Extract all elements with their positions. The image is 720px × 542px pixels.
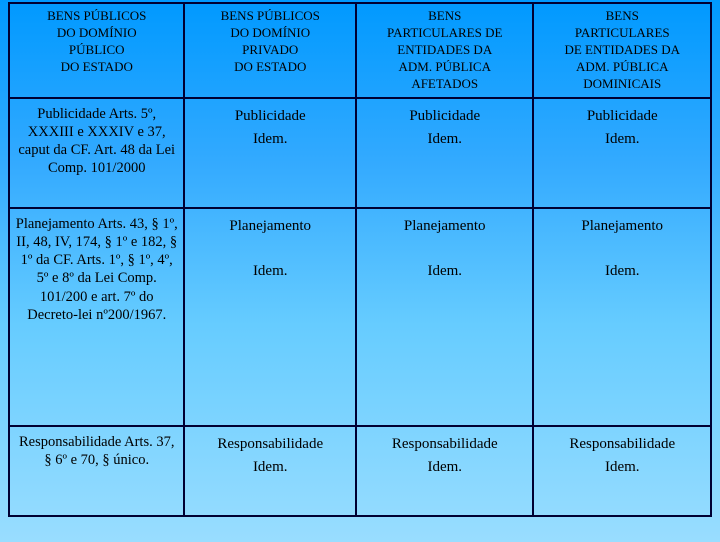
cell-line: Idem. (189, 456, 351, 479)
header-line: DE ENTIDADES DA (536, 42, 708, 59)
header-cell-3: BENS PARTICULARES DE ENTIDADES DA ADM. P… (356, 3, 533, 98)
cell-planejamento-4: Planejamento Idem. (533, 208, 711, 426)
cell-publicidade-3: Publicidade Idem. (356, 98, 533, 208)
cell-publicidade-2: Publicidade Idem. (184, 98, 356, 208)
cell-planejamento-2: Planejamento Idem. (184, 208, 356, 426)
header-line: AFETADOS (359, 76, 530, 93)
header-line: PARTICULARES (536, 25, 708, 42)
cell-line: Planejamento (189, 215, 351, 238)
cell-line: Publicidade (538, 105, 706, 128)
cell-line: Idem. (361, 128, 528, 151)
row-planejamento: Planejamento Arts. 43, § 1º, II, 48, IV,… (9, 208, 711, 426)
row-label-responsabilidade: Responsabilidade Arts. 37, § 6º e 70, § … (9, 426, 184, 516)
header-line: ADM. PÚBLICA (536, 59, 708, 76)
cell-line: Publicidade (189, 105, 351, 128)
cell-line: Idem. (538, 128, 706, 151)
cell-responsabilidade-2: Responsabilidade Idem. (184, 426, 356, 516)
cell-planejamento-3: Planejamento Idem. (356, 208, 533, 426)
header-line: DO DOMÍNIO (187, 25, 353, 42)
header-line: DOMINICAIS (536, 76, 708, 93)
header-line: ADM. PÚBLICA (359, 59, 530, 76)
cell-line: Responsabilidade (361, 433, 528, 456)
cell-line: Idem. (189, 260, 351, 283)
header-cell-1: BENS PÚBLICOS DO DOMÍNIO PÚBLICO DO ESTA… (9, 3, 184, 98)
row-label-planejamento: Planejamento Arts. 43, § 1º, II, 48, IV,… (9, 208, 184, 426)
header-row: BENS PÚBLICOS DO DOMÍNIO PÚBLICO DO ESTA… (9, 3, 711, 98)
cell-line: Planejamento (538, 215, 706, 238)
header-cell-2: BENS PÚBLICOS DO DOMÍNIO PRIVADO DO ESTA… (184, 3, 356, 98)
header-line: PÚBLICO (12, 42, 181, 59)
row-publicidade: Publicidade Arts. 5º, XXXIII e XXXIV e 3… (9, 98, 711, 208)
header-line: DO ESTADO (187, 59, 353, 76)
header-line: BENS (536, 8, 708, 25)
header-line: BENS (359, 8, 530, 25)
comparison-table: BENS PÚBLICOS DO DOMÍNIO PÚBLICO DO ESTA… (8, 2, 712, 517)
cell-line: Publicidade (361, 105, 528, 128)
header-line: PRIVADO (187, 42, 353, 59)
cell-publicidade-4: Publicidade Idem. (533, 98, 711, 208)
header-line: DO ESTADO (12, 59, 181, 76)
cell-line: Planejamento (361, 215, 528, 238)
cell-line: Responsabilidade (538, 433, 706, 456)
row-responsabilidade: Responsabilidade Arts. 37, § 6º e 70, § … (9, 426, 711, 516)
cell-line: Responsabilidade (189, 433, 351, 456)
header-cell-4: BENS PARTICULARES DE ENTIDADES DA ADM. P… (533, 3, 711, 98)
cell-line: Idem. (189, 128, 351, 151)
row-label-publicidade: Publicidade Arts. 5º, XXXIII e XXXIV e 3… (9, 98, 184, 208)
cell-line: Idem. (361, 260, 528, 283)
cell-line: Idem. (361, 456, 528, 479)
cell-responsabilidade-3: Responsabilidade Idem. (356, 426, 533, 516)
cell-responsabilidade-4: Responsabilidade Idem. (533, 426, 711, 516)
header-line: BENS PÚBLICOS (12, 8, 181, 25)
header-line: ENTIDADES DA (359, 42, 530, 59)
cell-line: Idem. (538, 260, 706, 283)
header-line: PARTICULARES DE (359, 25, 530, 42)
header-line: DO DOMÍNIO (12, 25, 181, 42)
header-line: BENS PÚBLICOS (187, 8, 353, 25)
cell-line: Idem. (538, 456, 706, 479)
